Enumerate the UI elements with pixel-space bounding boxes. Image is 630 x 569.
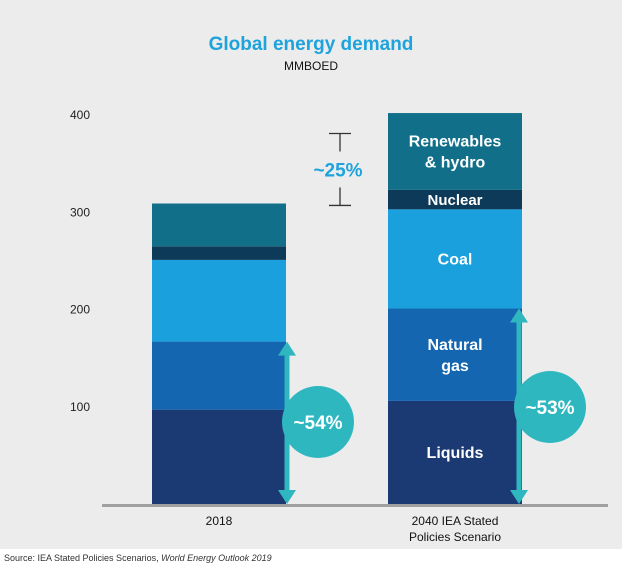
y-tick-label: 100 <box>70 400 90 414</box>
segment-label-natural-gas: gas <box>441 358 469 375</box>
y-tick-label: 200 <box>70 303 90 317</box>
source-note: Source: IEA Stated Policies Scenarios, W… <box>4 553 272 563</box>
chart-panel: Global energy demand MMBOED 100 200 300 400 Li… <box>0 0 622 549</box>
y-tick-label: 300 <box>70 205 90 219</box>
segment-label-coal: Coal <box>438 252 473 269</box>
source-prefix: Source: IEA Stated Policies Scenarios, <box>4 553 162 563</box>
share-badge-label: ~53% <box>525 398 574 419</box>
bar-natural-gas-2040-iea-stated-policies-scenario <box>388 308 522 401</box>
x-category-label: 2018 <box>206 514 233 528</box>
text-layer: Global energy demand MMBOED 100 200 300 400 Li… <box>70 34 575 544</box>
share-badge-label: ~54% <box>293 413 342 434</box>
segment-label-liquids: Liquids <box>427 445 484 462</box>
share-arrow-head-down <box>278 490 296 504</box>
bar-renewables-hydro-2018 <box>152 203 286 247</box>
bar-liquids-2040-iea-stated-policies-scenario <box>388 400 522 504</box>
annotations-layer <box>278 132 586 504</box>
y-tick-label: 400 <box>70 108 90 122</box>
chart-subtitle: MMBOED <box>284 59 338 73</box>
chart-title: Global energy demand <box>209 34 414 55</box>
source-publication: World Energy Outlook 2019 <box>161 553 272 563</box>
share-badge <box>514 371 586 443</box>
bar-coal-2040-iea-stated-policies-scenario <box>388 209 522 309</box>
x-axis-line <box>102 504 608 507</box>
bar-renewables-hydro-2040-iea-stated-policies-scenario <box>388 113 522 190</box>
segment-label-renewables-hydro: Renewables <box>409 134 502 151</box>
bar-nuclear-2040-iea-stated-policies-scenario <box>388 189 522 210</box>
x-category-label: 2040 IEA Stated <box>412 514 499 528</box>
annotation-growth-label: ~25% <box>313 160 362 181</box>
x-category-label: Policies Scenario <box>409 530 501 544</box>
share-arrow-head-down <box>510 490 528 504</box>
share-arrow-head-up <box>278 341 296 356</box>
share-arrow-head-up <box>510 308 528 323</box>
bars-layer <box>102 113 608 507</box>
segment-label-nuclear: Nuclear <box>427 192 482 209</box>
bar-coal-2018 <box>152 259 286 342</box>
bar-liquids-2018 <box>152 409 286 504</box>
bar-natural-gas-2018 <box>152 341 286 410</box>
segment-label-renewables-hydro: & hydro <box>425 155 486 172</box>
bar-nuclear-2018 <box>152 246 286 260</box>
segment-label-natural-gas: Natural <box>427 337 482 354</box>
chart-svg: Global energy demand MMBOED 100 200 300 400 Li… <box>70 34 608 544</box>
share-badge <box>282 386 354 458</box>
